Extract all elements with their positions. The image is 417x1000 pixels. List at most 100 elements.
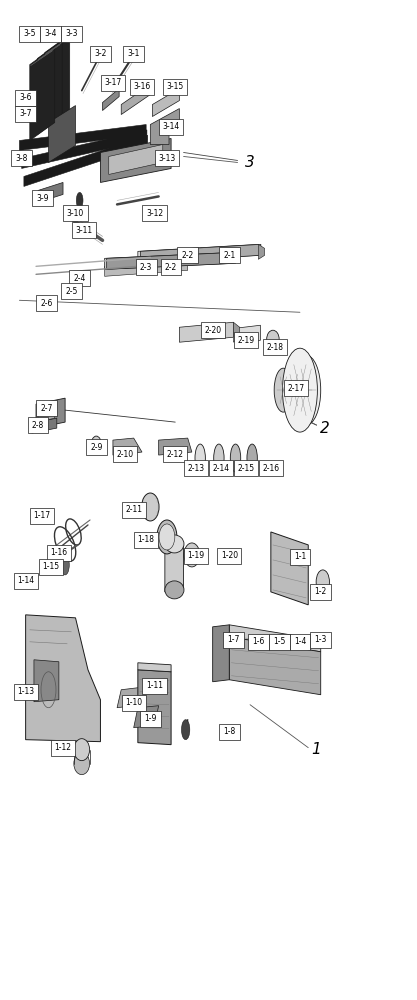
Polygon shape [105, 252, 234, 269]
FancyBboxPatch shape [289, 549, 310, 565]
Text: 2-10: 2-10 [117, 450, 134, 459]
Ellipse shape [142, 493, 159, 521]
Polygon shape [20, 125, 146, 150]
FancyBboxPatch shape [32, 190, 53, 206]
Text: 2-6: 2-6 [40, 299, 53, 308]
Text: 1-19: 1-19 [188, 551, 205, 560]
FancyBboxPatch shape [14, 573, 38, 589]
Text: 2-12: 2-12 [167, 450, 184, 459]
Ellipse shape [267, 330, 279, 348]
Polygon shape [158, 438, 192, 455]
FancyBboxPatch shape [47, 545, 71, 561]
Text: 2-3: 2-3 [140, 263, 152, 272]
FancyBboxPatch shape [122, 502, 146, 518]
Text: 3: 3 [245, 155, 255, 170]
Text: 3-10: 3-10 [67, 209, 84, 218]
Polygon shape [229, 625, 321, 652]
FancyBboxPatch shape [36, 400, 57, 416]
Polygon shape [45, 35, 70, 129]
Text: 1-2: 1-2 [314, 587, 327, 596]
FancyBboxPatch shape [263, 339, 287, 355]
Polygon shape [138, 670, 171, 745]
Text: 1: 1 [311, 742, 322, 757]
Text: 1-6: 1-6 [252, 637, 264, 646]
FancyBboxPatch shape [163, 79, 187, 95]
Text: 1-8: 1-8 [223, 727, 236, 736]
Text: 1-10: 1-10 [125, 698, 142, 707]
Polygon shape [100, 139, 171, 182]
FancyBboxPatch shape [177, 247, 198, 263]
Polygon shape [179, 322, 234, 342]
FancyBboxPatch shape [28, 417, 48, 433]
Text: 3-8: 3-8 [15, 154, 28, 163]
FancyBboxPatch shape [269, 634, 289, 650]
Polygon shape [165, 543, 183, 592]
Polygon shape [271, 532, 308, 605]
Text: 1-12: 1-12 [55, 743, 72, 752]
FancyBboxPatch shape [155, 150, 179, 166]
Text: 2-17: 2-17 [287, 384, 304, 393]
FancyBboxPatch shape [69, 270, 90, 286]
Polygon shape [152, 89, 179, 117]
Polygon shape [213, 625, 229, 682]
Polygon shape [236, 325, 261, 343]
Text: 2-14: 2-14 [212, 464, 229, 473]
FancyBboxPatch shape [201, 322, 225, 338]
Polygon shape [25, 615, 100, 742]
Text: 1-15: 1-15 [42, 562, 59, 571]
Circle shape [61, 555, 69, 575]
Ellipse shape [316, 570, 329, 594]
Text: 2-20: 2-20 [204, 326, 221, 335]
Text: 1-20: 1-20 [221, 551, 238, 560]
FancyBboxPatch shape [101, 75, 125, 91]
Polygon shape [36, 398, 65, 428]
Polygon shape [121, 85, 150, 115]
FancyBboxPatch shape [11, 150, 32, 166]
Text: 3-12: 3-12 [146, 209, 163, 218]
FancyBboxPatch shape [143, 678, 166, 694]
Polygon shape [138, 244, 259, 262]
Text: 2-18: 2-18 [266, 343, 284, 352]
Text: 2-2: 2-2 [181, 251, 194, 260]
FancyBboxPatch shape [219, 724, 240, 740]
Text: 3-15: 3-15 [167, 82, 184, 91]
Ellipse shape [157, 520, 177, 554]
Ellipse shape [230, 444, 241, 472]
FancyBboxPatch shape [51, 740, 75, 756]
Text: 3-3: 3-3 [65, 29, 78, 38]
Text: 3-7: 3-7 [19, 109, 32, 118]
Text: 1-13: 1-13 [17, 687, 34, 696]
Polygon shape [138, 663, 171, 672]
FancyBboxPatch shape [123, 46, 144, 62]
FancyBboxPatch shape [38, 559, 63, 575]
Text: 1-1: 1-1 [294, 552, 306, 561]
Text: 2-4: 2-4 [73, 274, 86, 283]
Text: 1-4: 1-4 [294, 637, 306, 646]
Polygon shape [109, 144, 163, 174]
FancyBboxPatch shape [122, 695, 146, 711]
FancyBboxPatch shape [40, 26, 61, 42]
Polygon shape [34, 660, 59, 702]
Polygon shape [103, 89, 119, 111]
Ellipse shape [165, 581, 184, 599]
Ellipse shape [74, 753, 90, 775]
FancyBboxPatch shape [223, 632, 244, 648]
Polygon shape [30, 47, 55, 140]
FancyBboxPatch shape [234, 332, 258, 348]
FancyBboxPatch shape [113, 446, 138, 462]
Text: 3-2: 3-2 [94, 49, 107, 58]
Polygon shape [24, 135, 148, 186]
FancyBboxPatch shape [184, 548, 208, 564]
Circle shape [291, 355, 321, 425]
Polygon shape [48, 106, 75, 162]
Text: 1-11: 1-11 [146, 681, 163, 690]
FancyBboxPatch shape [143, 205, 166, 221]
Ellipse shape [165, 535, 184, 553]
Ellipse shape [195, 444, 206, 472]
Polygon shape [150, 109, 179, 144]
Polygon shape [37, 41, 62, 135]
FancyBboxPatch shape [15, 106, 36, 122]
FancyBboxPatch shape [14, 684, 38, 700]
FancyBboxPatch shape [140, 711, 161, 727]
FancyBboxPatch shape [310, 584, 331, 600]
